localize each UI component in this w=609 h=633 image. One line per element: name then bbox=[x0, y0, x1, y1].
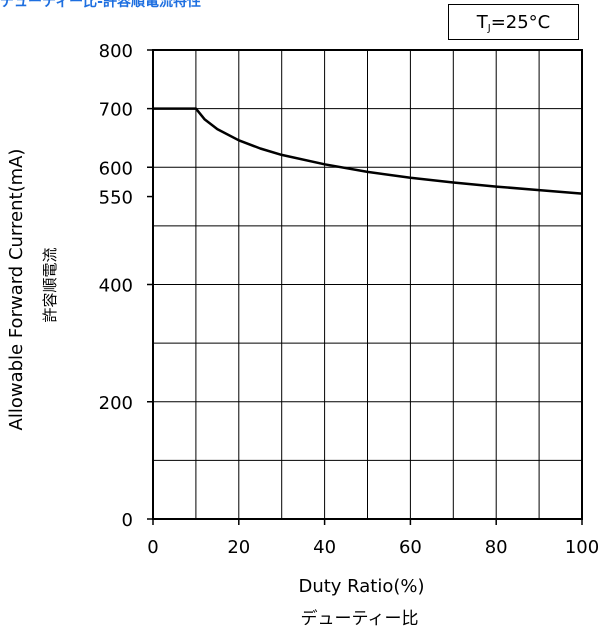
x-axis-title: Duty Ratio(%) bbox=[298, 576, 424, 597]
condition-subscript: J bbox=[487, 22, 491, 34]
x-axis-title-jp: デューティー比 bbox=[301, 608, 419, 629]
x-tick-label: 80 bbox=[485, 537, 508, 558]
condition-value: =25°C bbox=[490, 11, 551, 33]
y-axis-title-jp: 許容順電流 bbox=[41, 247, 59, 322]
condition-symbol: T bbox=[476, 11, 488, 33]
y-tick-label: 0 bbox=[122, 510, 133, 531]
series-line bbox=[153, 107, 583, 195]
y-tick-label: 800 bbox=[99, 41, 133, 62]
series-layer bbox=[153, 107, 583, 195]
y-tick-label: 600 bbox=[99, 158, 133, 179]
chart-title: デューティー比-許容順電流特性 bbox=[0, 0, 201, 10]
y-tick-label: 400 bbox=[99, 276, 133, 297]
y-axis-title: Allowable Forward Current(mA) bbox=[6, 149, 27, 431]
x-tick-label: 0 bbox=[147, 537, 158, 558]
x-tick-label: 100 bbox=[565, 537, 599, 558]
grid-layer bbox=[153, 50, 582, 519]
ticks-layer: 0 20 40 60 80 100 0 200 400 550 600 700 800 bbox=[99, 41, 600, 558]
y-tick-label: 550 bbox=[99, 188, 133, 209]
x-tick-label: 60 bbox=[399, 537, 422, 558]
y-tick-label: 700 bbox=[99, 100, 133, 121]
x-tick-label: 40 bbox=[313, 537, 336, 558]
y-tick-label: 200 bbox=[99, 393, 133, 414]
x-tick-label: 20 bbox=[227, 537, 250, 558]
